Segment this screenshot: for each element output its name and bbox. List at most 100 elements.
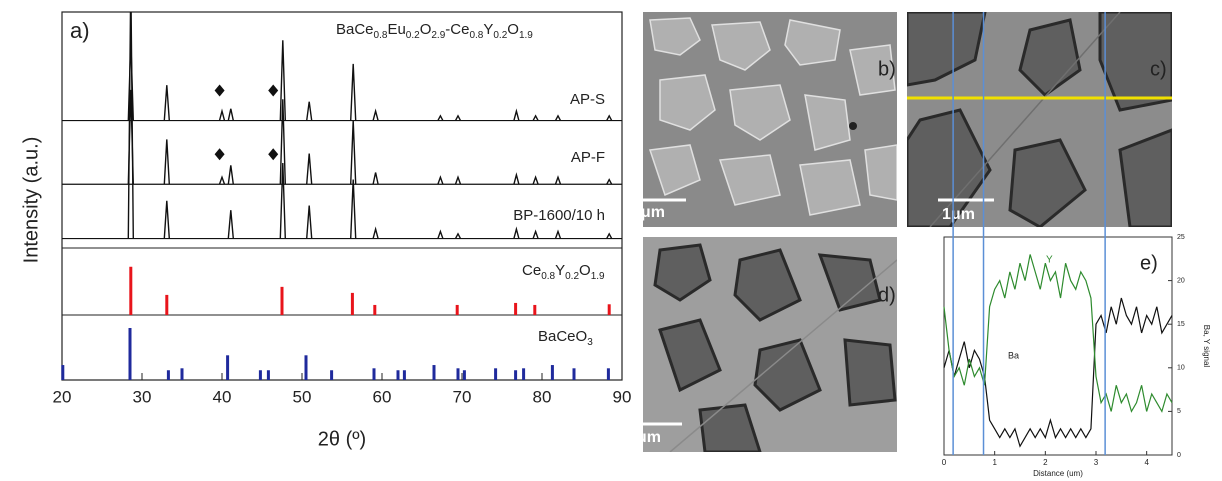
reference-line [350, 292, 354, 315]
reference-line [165, 294, 169, 315]
reference-line [606, 368, 610, 380]
sem-image-c [907, 12, 1172, 227]
sem-image-d [643, 237, 897, 452]
diffraction-peak [227, 108, 234, 121]
reference-line [514, 370, 518, 380]
panel-label: b) [878, 58, 896, 80]
x-tick-label: 3 [1094, 458, 1099, 467]
diffraction-peak [279, 163, 286, 239]
diffraction-peak [606, 232, 613, 239]
y-tick-label: 25 [1177, 234, 1185, 241]
diffraction-peak [306, 205, 313, 239]
diffraction-peak [372, 108, 379, 121]
reference-line [129, 266, 133, 315]
diffraction-peak [350, 120, 357, 185]
reference-line [266, 370, 270, 380]
reference-line [462, 370, 466, 380]
diffraction-peak [513, 172, 520, 185]
reference-line [373, 304, 377, 315]
reference-line [456, 368, 460, 380]
diffraction-peak [606, 178, 613, 185]
phase-marker [268, 84, 279, 97]
series-label: Y [1046, 255, 1053, 266]
reference-line [304, 355, 308, 380]
reference-line [166, 370, 170, 380]
reference-line [61, 365, 65, 380]
panel-label: e) [1140, 252, 1158, 274]
reference-line [455, 304, 459, 315]
x-tick-label: 20 [53, 387, 72, 406]
diffraction-peak [163, 200, 170, 239]
scale-bar-label: 2μm [628, 429, 661, 446]
series-label: BP-1600/10 h [513, 207, 605, 224]
x-tick-label: 0 [942, 458, 947, 467]
plot-frame [943, 236, 1173, 456]
x-tick-label: 40 [213, 387, 232, 406]
reference-label: BaCeO3 [538, 328, 593, 348]
diffraction-peak [227, 210, 234, 239]
diffraction-peak [218, 108, 226, 121]
diffraction-peak [227, 165, 234, 185]
diffraction-peak [218, 175, 226, 185]
reference-line [572, 368, 576, 380]
reference-line [514, 302, 518, 315]
reference-line [402, 370, 406, 380]
y-tick-label: 0 [1177, 452, 1181, 459]
diffraction-peak [554, 175, 562, 185]
x-axis-label: Distance (um) [1033, 469, 1083, 478]
x-axis-label: 2θ (º) [318, 428, 366, 450]
scale-bar-label: 1μm [942, 206, 975, 223]
diffraction-peak [454, 114, 462, 121]
x-tick-label: 80 [533, 387, 552, 406]
reference-line [607, 304, 611, 315]
sem-image-b [643, 12, 897, 227]
diffraction-peak [372, 172, 379, 185]
x-tick-label: 70 [453, 387, 472, 406]
diffraction-peak [554, 229, 562, 239]
panel-label: c) [1150, 58, 1167, 80]
x-tick-label: 4 [1144, 458, 1149, 467]
y-tick-label: 15 [1177, 321, 1185, 328]
y-tick-label: 5 [1177, 408, 1181, 415]
diffraction-peak [350, 179, 357, 239]
series-label: AP-S [570, 91, 605, 108]
diffraction-peak [513, 108, 520, 121]
diffraction-peak [554, 114, 562, 121]
pattern-group [62, 12, 622, 240]
reference-line [533, 304, 537, 315]
reference-line [180, 368, 184, 380]
reference-line [280, 286, 284, 315]
reference-line [432, 365, 436, 380]
diffraction-peak [279, 99, 286, 185]
diffraction-peak [163, 139, 170, 185]
x-tick-label: 30 [133, 387, 152, 406]
diffraction-peak [372, 226, 379, 239]
x-tick-label: 1 [992, 458, 997, 467]
reference-line [372, 368, 376, 380]
chart-title: BaCe0.8Eu0.2O2.9-Ce0.8Y0.2O1.9 [336, 21, 533, 41]
diffraction-peak [532, 175, 539, 185]
scale-bar-label: 5μm [632, 204, 665, 221]
diffraction-peak [532, 229, 539, 239]
panel-label: d) [878, 284, 896, 306]
reference-label: Ce0.8Y0.2O1.9 [522, 262, 605, 282]
x-tick-label: 50 [293, 387, 312, 406]
y-tick-label: 10 [1177, 365, 1185, 372]
reference-line [258, 370, 262, 380]
reference-line [396, 370, 400, 380]
x-tick-label: 60 [373, 387, 392, 406]
diffraction-peak [454, 175, 462, 185]
y-tick-label: 20 [1177, 277, 1185, 284]
reference-line [128, 328, 132, 380]
diffraction-peak [454, 232, 462, 239]
x-tick-label: 2 [1043, 458, 1048, 467]
phase-marker [268, 148, 279, 161]
y-axis-label: Intensity (a.u.) [20, 137, 42, 264]
diffraction-peak [279, 40, 286, 121]
y-axis-label: Ba, Y signal [1202, 325, 1211, 368]
x-tick-label: 90 [613, 387, 632, 406]
diffraction-peak [437, 175, 444, 185]
reference-line [330, 370, 334, 380]
diffraction-peak [437, 229, 444, 239]
